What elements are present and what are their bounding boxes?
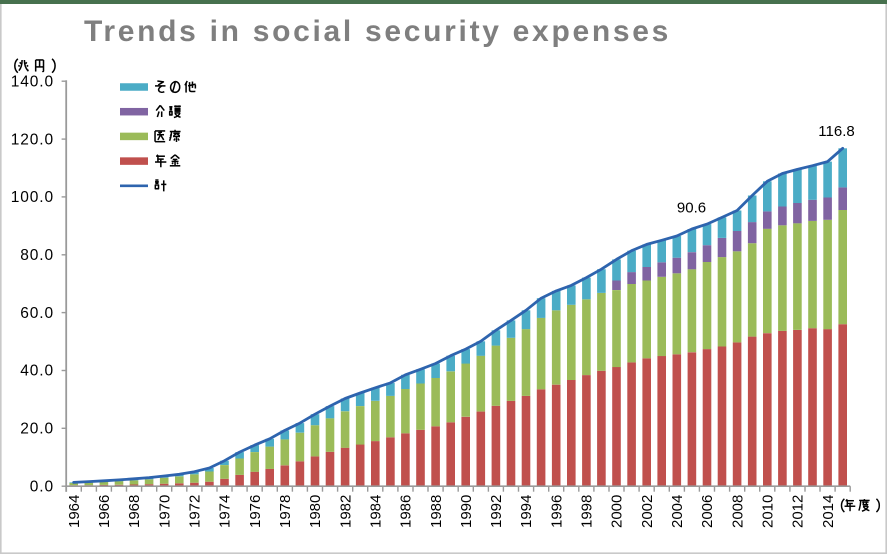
svg-text:20.0: 20.0	[20, 421, 54, 438]
svg-text:1968: 1968	[126, 495, 143, 528]
svg-text:100.0: 100.0	[11, 189, 54, 206]
svg-text:2004: 2004	[669, 495, 686, 528]
svg-text:2000: 2000	[609, 495, 626, 528]
svg-text:Trends in social security expe: Trends in social security expenses	[84, 15, 671, 48]
svg-text:1988: 1988	[428, 495, 445, 528]
svg-text:2014: 2014	[820, 495, 837, 528]
svg-text:1982: 1982	[337, 495, 354, 528]
svg-text:116.8: 116.8	[818, 123, 854, 140]
svg-text:1986: 1986	[398, 495, 415, 528]
svg-text:2002: 2002	[639, 495, 656, 528]
svg-text:80.0: 80.0	[20, 247, 54, 264]
svg-text:2006: 2006	[699, 495, 716, 528]
svg-text:1978: 1978	[277, 495, 294, 528]
svg-text:1992: 1992	[488, 495, 505, 528]
svg-text:120.0: 120.0	[11, 131, 54, 148]
svg-text:90.6: 90.6	[677, 200, 706, 217]
svg-text:0.0: 0.0	[30, 478, 54, 495]
svg-text:1980: 1980	[307, 495, 324, 528]
svg-text:140.0: 140.0	[11, 73, 54, 90]
svg-text:1976: 1976	[247, 495, 264, 528]
svg-text:40.0: 40.0	[20, 363, 54, 380]
svg-text:1964: 1964	[66, 495, 83, 528]
svg-text:1996: 1996	[548, 495, 565, 528]
svg-text:1994: 1994	[518, 495, 535, 528]
svg-text:1966: 1966	[96, 495, 113, 528]
svg-text:1990: 1990	[458, 495, 475, 528]
svg-text:2012: 2012	[790, 495, 807, 528]
svg-text:1970: 1970	[156, 495, 173, 528]
svg-text:1972: 1972	[187, 495, 204, 528]
svg-text:2010: 2010	[760, 495, 777, 528]
svg-text:1998: 1998	[579, 495, 596, 528]
svg-text:1974: 1974	[217, 495, 234, 528]
svg-text:2008: 2008	[729, 495, 746, 528]
svg-text:60.0: 60.0	[20, 305, 54, 322]
svg-text:1984: 1984	[368, 495, 385, 528]
